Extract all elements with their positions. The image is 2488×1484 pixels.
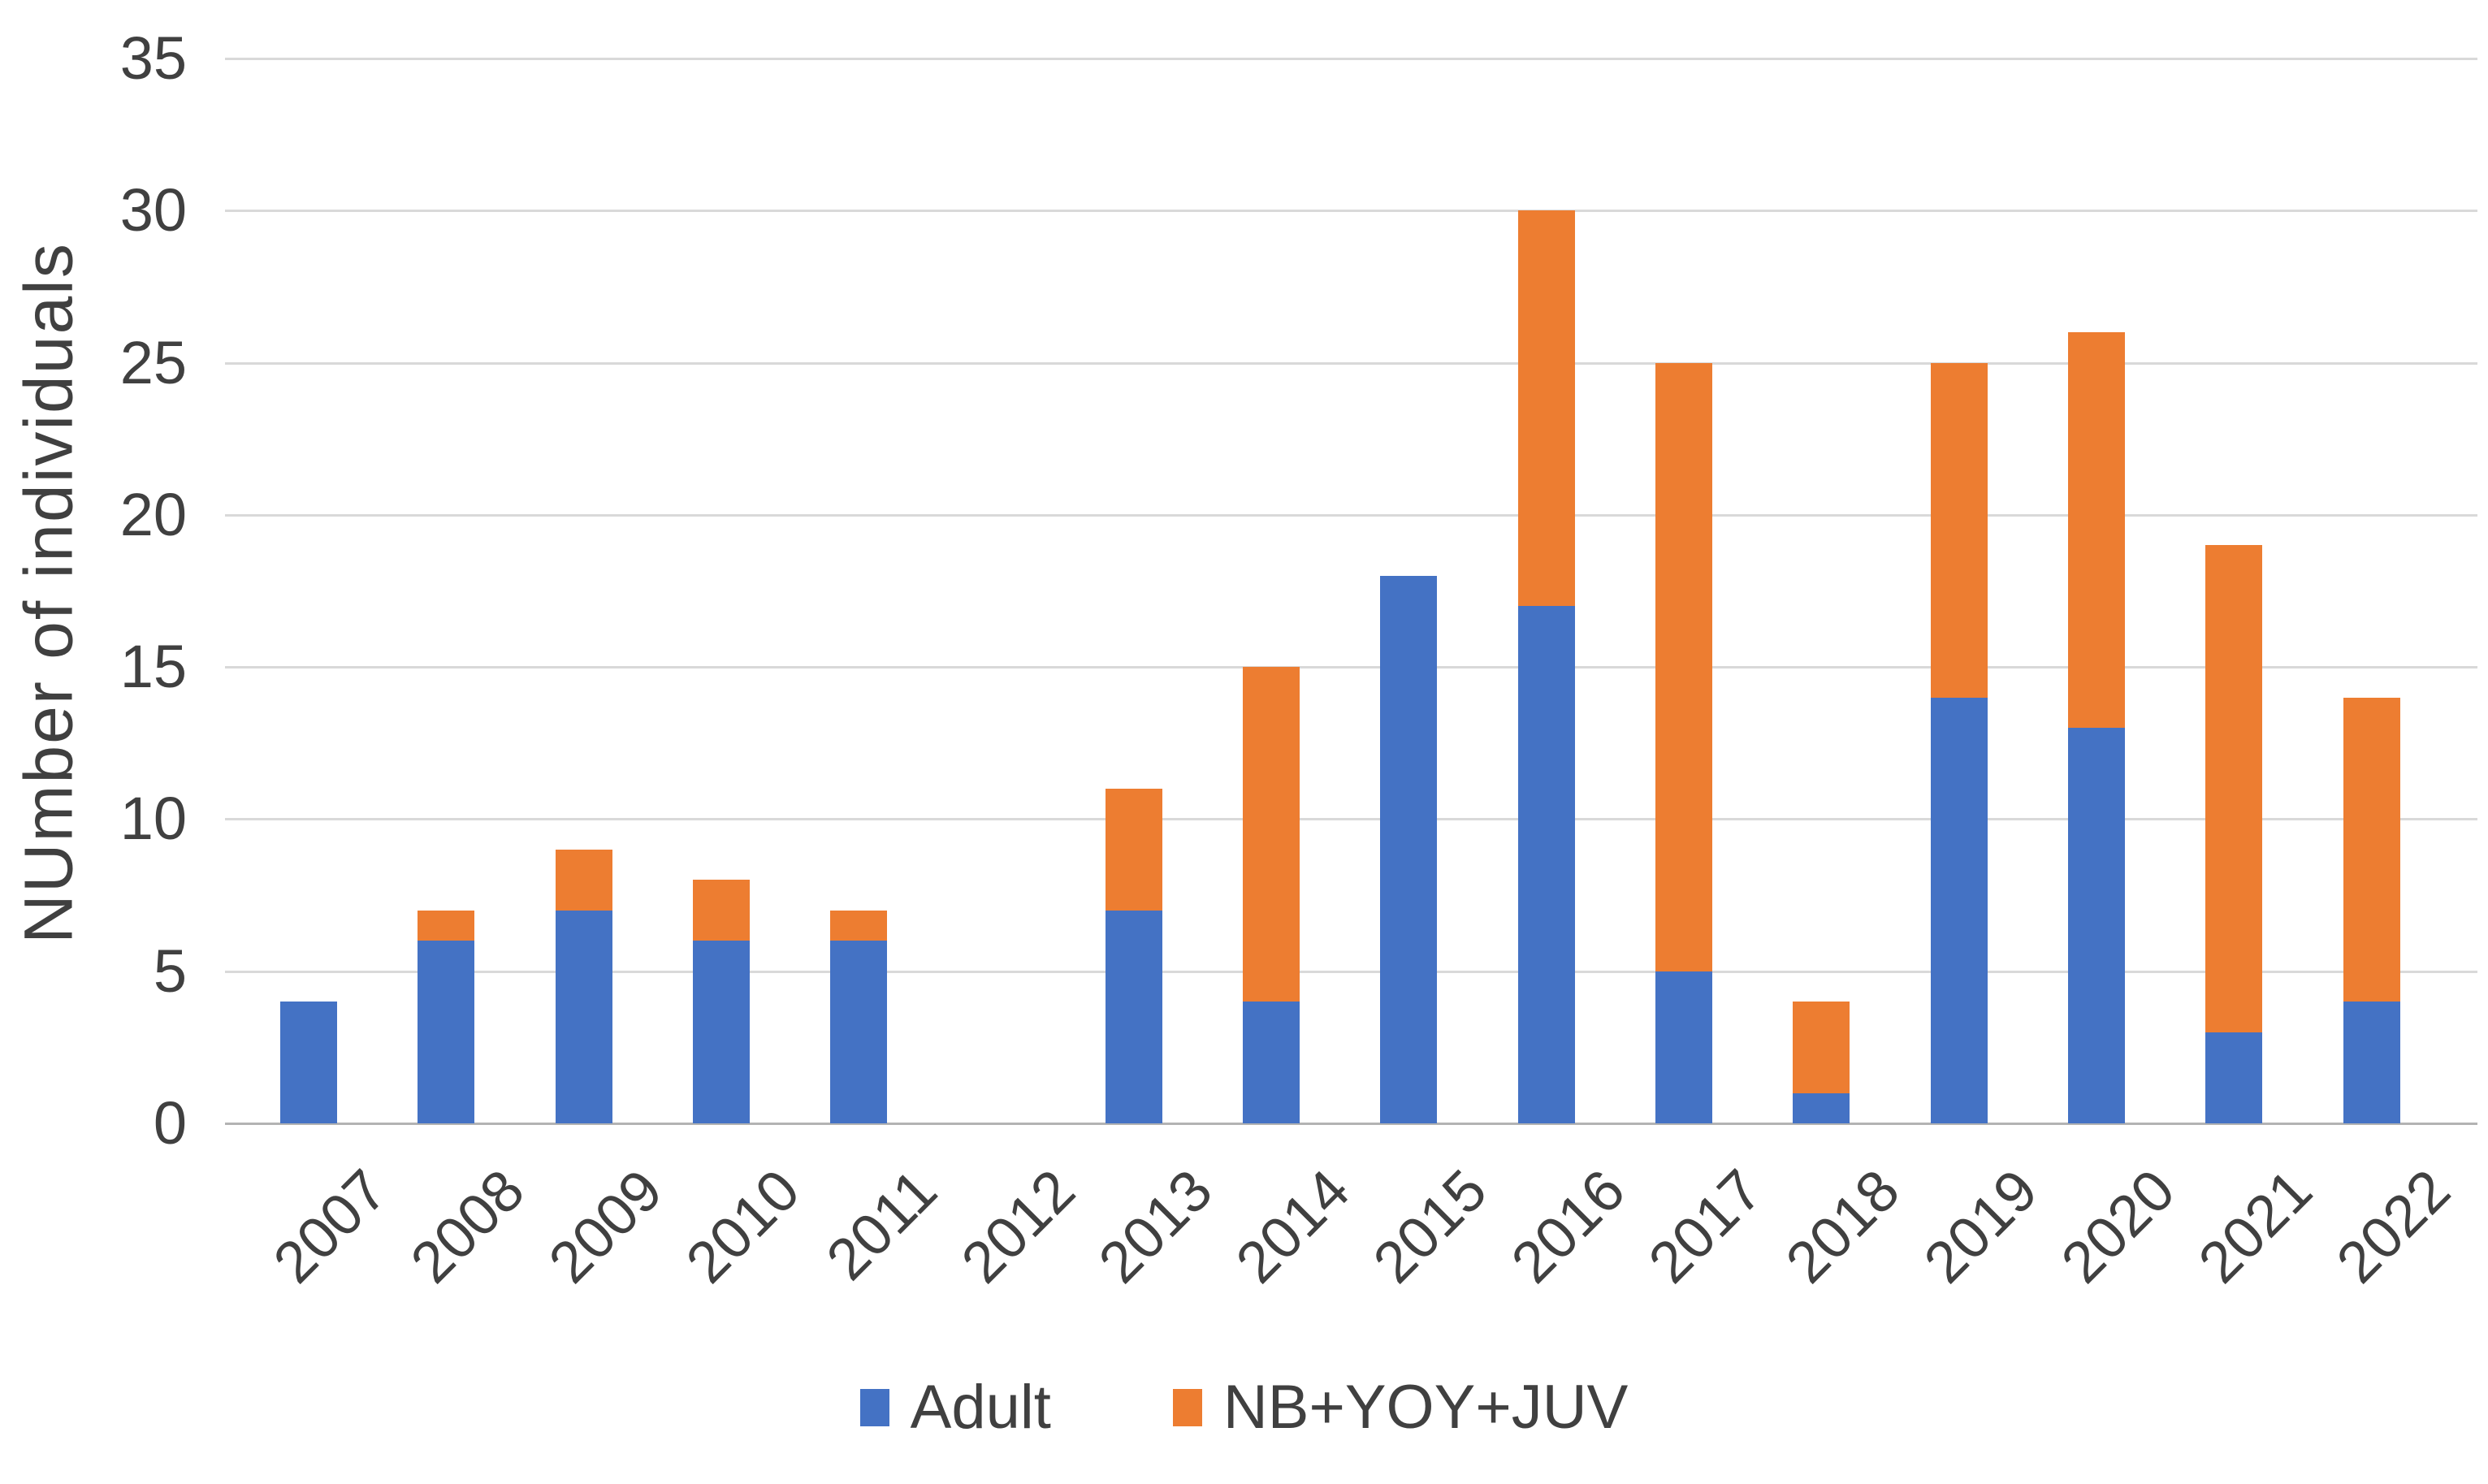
legend-swatch-icon <box>1172 1389 1202 1426</box>
legend: Adult NB+YOY+JUV <box>0 1377 2488 1439</box>
bar-segment-adult-2010 <box>692 941 750 1123</box>
bar-segment-adult-2013 <box>1105 910 1162 1123</box>
bar-segment-nb-yoy-juv-2017 <box>1655 362 1712 971</box>
gridline <box>225 361 2477 365</box>
bar-segment-adult-2011 <box>830 941 888 1123</box>
bar-segment-nb-yoy-juv-2013 <box>1105 788 1162 911</box>
bar-segment-adult-2017 <box>1655 971 1712 1123</box>
y-tick-label: 10 <box>119 785 187 853</box>
bar-segment-nb-yoy-juv-2008 <box>418 910 475 941</box>
legend-item-adult: Adult <box>859 1373 1051 1442</box>
legend-swatch-icon <box>859 1389 889 1426</box>
bar-segment-nb-yoy-juv-2014 <box>1243 667 1300 1002</box>
bar-segment-adult-2019 <box>1930 697 1988 1123</box>
bar-segment-nb-yoy-juv-2016 <box>1517 210 1575 607</box>
bar-segment-nb-yoy-juv-2021 <box>2205 545 2263 1032</box>
bar-segment-adult-2022 <box>2343 1002 2400 1123</box>
y-tick-label: 0 <box>153 1089 187 1157</box>
bar-segment-adult-2020 <box>2067 728 2125 1123</box>
y-tick-label: 25 <box>119 328 187 396</box>
bar-segment-adult-2015 <box>1380 575 1438 1123</box>
bar-segment-adult-2014 <box>1243 1002 1300 1123</box>
bar-segment-nb-yoy-juv-2009 <box>555 849 612 911</box>
bar-segment-adult-2021 <box>2205 1032 2263 1123</box>
bar-segment-nb-yoy-juv-2018 <box>1793 1002 1850 1093</box>
legend-label: NB+YOY+JUV <box>1222 1373 1629 1442</box>
x-axis-line <box>225 1123 2477 1125</box>
bar-segment-adult-2018 <box>1793 1092 1850 1123</box>
bar-segment-adult-2007 <box>280 1002 337 1123</box>
y-tick-label: 5 <box>153 937 187 1005</box>
gridline <box>225 513 2477 517</box>
y-tick-label: 35 <box>119 24 187 92</box>
legend-item-nb-yoy-juv: NB+YOY+JUV <box>1172 1373 1629 1442</box>
bar-segment-adult-2009 <box>555 910 612 1123</box>
bar-segment-adult-2008 <box>418 941 475 1123</box>
bar-segment-nb-yoy-juv-2022 <box>2343 697 2400 1002</box>
gridline <box>225 58 2477 60</box>
y-tick-label: 20 <box>119 480 187 548</box>
gridline <box>225 666 2477 669</box>
gridline <box>225 970 2477 973</box>
bar-segment-nb-yoy-juv-2010 <box>692 880 750 941</box>
gridline <box>225 818 2477 821</box>
gridline <box>225 210 2477 213</box>
bar-segment-adult-2016 <box>1517 606 1575 1123</box>
bar-segment-nb-yoy-juv-2019 <box>1930 362 1988 698</box>
y-tick-label: 30 <box>119 176 187 244</box>
y-tick-label: 15 <box>119 633 187 701</box>
bar-segment-nb-yoy-juv-2011 <box>830 910 888 941</box>
legend-label: Adult <box>910 1373 1051 1442</box>
bar-segment-nb-yoy-juv-2020 <box>2067 332 2125 729</box>
